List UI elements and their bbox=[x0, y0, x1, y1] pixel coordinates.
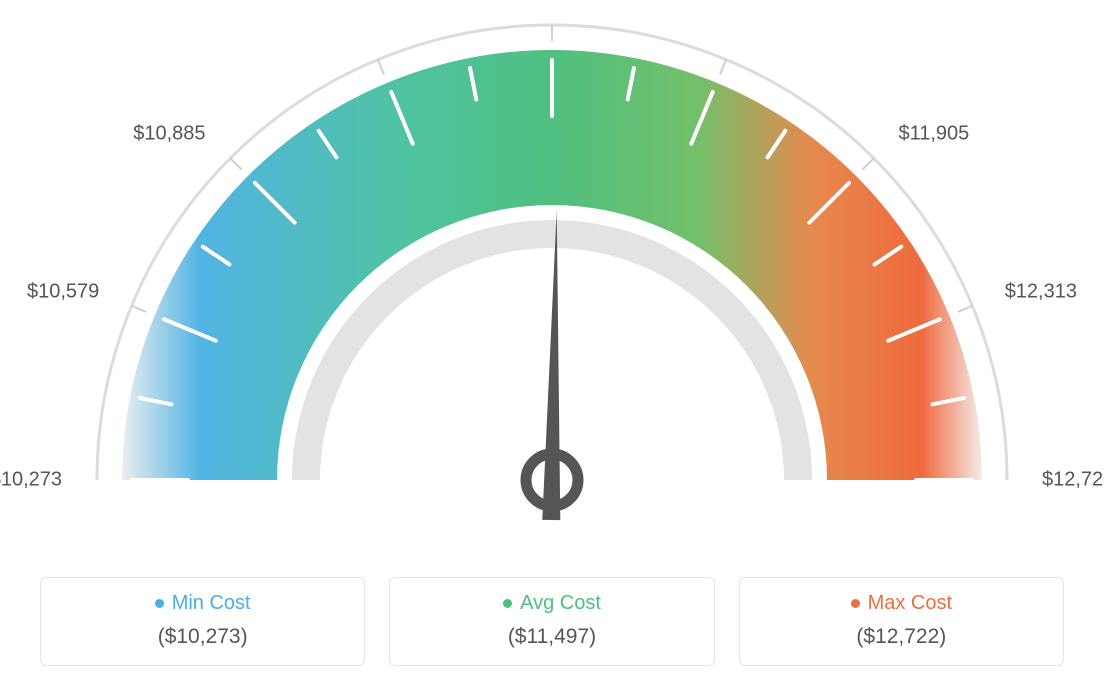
legend-card-max: Max Cost ($12,722) bbox=[739, 577, 1064, 666]
gauge-scale-label: $10,885 bbox=[133, 122, 205, 145]
gauge-scale-label: $10,273 bbox=[0, 469, 62, 492]
cost-gauge-chart: Min Cost ($10,273) Avg Cost ($11,497) Ma… bbox=[0, 0, 1104, 690]
gauge-scale-label: $11,497 bbox=[517, 0, 588, 2]
gauge-outer-tick bbox=[378, 60, 384, 75]
legend-title-max: Max Cost bbox=[851, 592, 952, 615]
gauge-scale-label: $12,722 bbox=[1042, 469, 1104, 492]
legend-value-max: ($12,722) bbox=[750, 625, 1053, 649]
legend-card-avg: Avg Cost ($11,497) bbox=[389, 577, 714, 666]
gauge-outer-tick bbox=[862, 158, 873, 169]
gauge-outer-tick bbox=[230, 158, 241, 169]
gauge-scale-label: $12,313 bbox=[1005, 281, 1077, 304]
legend-title-min: Min Cost bbox=[155, 592, 251, 615]
gauge-needle bbox=[542, 210, 560, 520]
gauge-outer-tick bbox=[132, 306, 147, 312]
legend-title-avg: Avg Cost bbox=[503, 592, 601, 615]
legend-value-min: ($10,273) bbox=[51, 625, 354, 649]
gauge-outer-tick bbox=[720, 60, 726, 75]
gauge-scale-label: $10,579 bbox=[27, 281, 99, 304]
cost-legend: Min Cost ($10,273) Avg Cost ($11,497) Ma… bbox=[40, 577, 1064, 666]
gauge-scale-label: $11,905 bbox=[898, 122, 969, 145]
gauge-outer-tick bbox=[958, 306, 973, 312]
legend-value-avg: ($11,497) bbox=[400, 625, 703, 649]
legend-card-min: Min Cost ($10,273) bbox=[40, 577, 365, 666]
